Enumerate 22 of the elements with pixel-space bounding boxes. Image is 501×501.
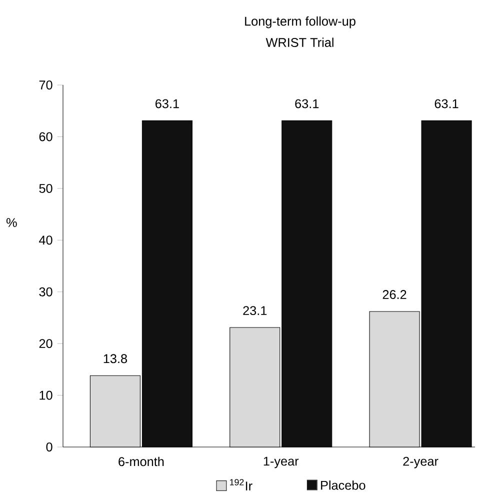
data-label: 63.1 [434, 99, 458, 108]
y-tick-label: 10 [40, 390, 52, 400]
chart-title: Long-term follow-up [245, 16, 356, 28]
chart-subtitle: WRIST Trial [266, 38, 334, 47]
y-tick-label: 40 [39, 236, 52, 245]
data-label: 63.1 [156, 99, 179, 108]
y-tick-label: 50 [39, 184, 52, 193]
data-label: 13.8 [104, 354, 127, 364]
x-tick-label: 6-month [118, 456, 164, 466]
x-tick-label: 2-year [403, 456, 438, 468]
y-tick-label: 20 [39, 339, 52, 348]
legend-label: $^{192}$Ir [230, 479, 252, 490]
x-tick-label: 1-year [264, 456, 299, 468]
y-tick-label: 0 [46, 442, 52, 452]
legend-label: Placebo [321, 480, 366, 490]
y-tick-label: 60 [39, 132, 52, 142]
y-tick-label: 70 [39, 80, 52, 90]
data-label: 26.2 [382, 290, 406, 300]
data-label: 63.1 [295, 99, 319, 108]
y-tick-label: 30 [39, 287, 52, 296]
data-label: 23.1 [243, 306, 267, 316]
y-axis-title: % [6, 218, 17, 228]
